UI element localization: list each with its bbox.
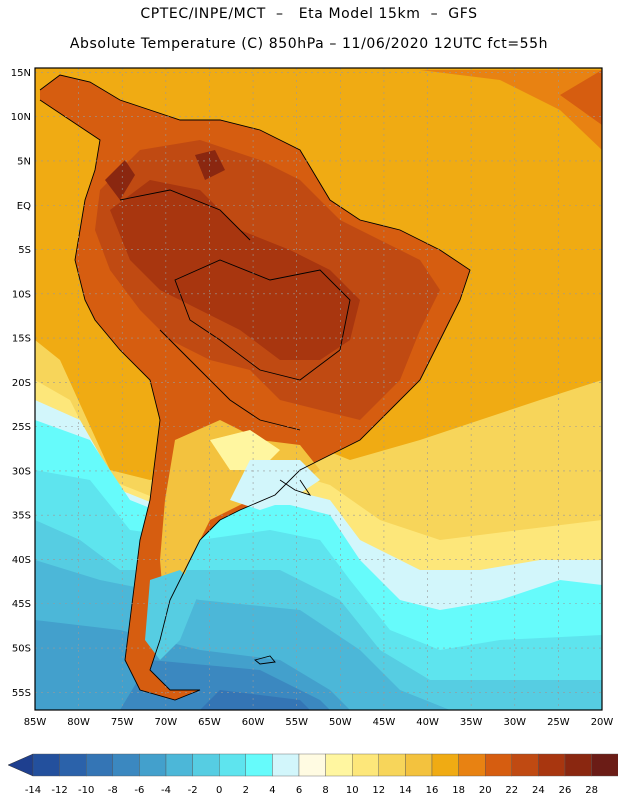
south-america-coastline (39, 74, 471, 701)
colorbar-tick-label: 20 (479, 785, 492, 796)
patagonia-cool (145, 570, 200, 660)
colorbar-tick-label: 4 (269, 785, 275, 796)
lon-label: 85W (24, 717, 47, 728)
colorbar-swatch (538, 753, 566, 777)
ocean-hot-patch (420, 70, 602, 150)
lat-label: 50S (12, 644, 31, 655)
lon-label: 65W (198, 717, 221, 728)
colorbar-tick-label: 0 (216, 785, 222, 796)
ocean-deepest-patch (200, 690, 310, 710)
colorbar-swatch (352, 753, 380, 777)
colorbar-swatch (298, 753, 326, 777)
colorbar-tick-label: -10 (78, 785, 94, 796)
lat-label: 30S (12, 466, 31, 477)
colorbar-swatch (511, 753, 539, 777)
colorbar-tick-label: 18 (452, 785, 465, 796)
continent-hotter-area (110, 180, 360, 360)
colorbar-swatch (218, 753, 246, 777)
colorbar-swatch (85, 753, 113, 777)
colorbar-tick-label: 22 (505, 785, 518, 796)
colorbar-swatch (458, 753, 486, 777)
lon-label: 30W (503, 717, 526, 728)
colorbar-tick-label: 14 (399, 785, 412, 796)
lon-label: 60W (242, 717, 265, 728)
lon-label: 25W (547, 717, 570, 728)
estuary-outline (279, 479, 312, 496)
lon-label: 80W (67, 717, 90, 728)
lon-label: 20W (591, 717, 614, 728)
colorbar-tick-label: 28 (585, 785, 598, 796)
map-frame (34, 67, 603, 711)
lat-label: 35S (12, 511, 31, 522)
coastline-layer (39, 74, 471, 701)
colorbar-tick-label: -12 (51, 785, 67, 796)
colorbar-swatch (59, 753, 87, 777)
colorbar-tick-label: -2 (188, 785, 198, 796)
andes-peak-1 (105, 160, 135, 200)
falklands-outline (254, 655, 276, 665)
colorbar-tick-label: 8 (322, 785, 328, 796)
lon-label: 50W (329, 717, 352, 728)
lat-label: 55S (12, 688, 31, 699)
country-border-2 (119, 189, 251, 241)
colorbar-swatch (378, 753, 406, 777)
lat-label: 5N (17, 156, 31, 167)
lat-label: 15S (12, 334, 31, 345)
lat-label: 10S (12, 289, 31, 300)
colorbar-tick-label: 12 (372, 785, 385, 796)
colorbar-labels: -14 -12 -10 -8 -6 -4 -2 0 2 4 6 8 10 12 14 16 18 20 22 24 26… (25, 785, 598, 796)
temperature-field (35, 68, 602, 710)
chart-title-line-2: Absolute Temperature (C) 850hPa – 11/06/… (69, 36, 549, 52)
lat-label: 15N (11, 68, 31, 79)
latitude-labels: 15N 10N 5N EQ 5S 10S 15S 20S 25S 30S 35S 40S 45S 50S 5… (11, 68, 31, 699)
colorbar-swatch (165, 753, 193, 777)
colorbar-swatch (485, 753, 513, 777)
colorbar-tick-label: 6 (296, 785, 302, 796)
colorbar-tick-label: 2 (243, 785, 249, 796)
colorbar-tick-label: 24 (532, 785, 545, 796)
chart-title-line-1: CPTEC/INPE/MCT – Eta Model 15km – GFS (140, 6, 478, 22)
lon-label: 75W (111, 717, 134, 728)
colorbar-swatch (564, 753, 592, 777)
lon-label: 70W (155, 717, 178, 728)
colorbar-tick-label: -14 (25, 785, 41, 796)
colorbar-swatch (405, 753, 433, 777)
lat-label: 20S (12, 378, 31, 389)
colorbar-tick-label: -8 (108, 785, 118, 796)
colorbar-swatch (325, 753, 353, 777)
colorbar-tick-label: -4 (161, 785, 171, 796)
lat-label: 10N (11, 112, 31, 123)
guiana-peak (195, 150, 225, 180)
lat-label: EQ (17, 201, 31, 212)
ocean-hottest-patch (560, 70, 602, 125)
longitude-labels: 85W 80W 75W 70W 65W 60W 55W 50W 45W 40W 35W 30W 25W 2… (24, 717, 614, 728)
colorbar-tick-label: 16 (426, 785, 439, 796)
colorbar-tick-label: 26 (559, 785, 572, 796)
lat-label: 45S (12, 599, 31, 610)
colorbar-swatch (112, 753, 140, 777)
colorbar (7, 753, 618, 777)
lon-label: 35W (460, 717, 483, 728)
colorbar-swatch (272, 753, 300, 777)
colorbar-low-arrow (7, 753, 34, 777)
colorbar-tick-label: 10 (346, 785, 359, 796)
country-border-3 (159, 329, 301, 431)
colorbar-swatch (431, 753, 459, 777)
colorbar-swatch (192, 753, 220, 777)
lon-label: 45W (373, 717, 396, 728)
lat-label: 25S (12, 422, 31, 433)
lat-label: 40S (12, 555, 31, 566)
colorbar-swatch (591, 753, 618, 777)
colorbar-swatch (245, 753, 273, 777)
lon-label: 55W (285, 717, 308, 728)
lon-label: 40W (416, 717, 439, 728)
colorbar-swatch (139, 753, 167, 777)
colorbar-tick-label: -6 (134, 785, 144, 796)
lat-label: 5S (18, 245, 31, 256)
colorbar-swatch (32, 753, 60, 777)
